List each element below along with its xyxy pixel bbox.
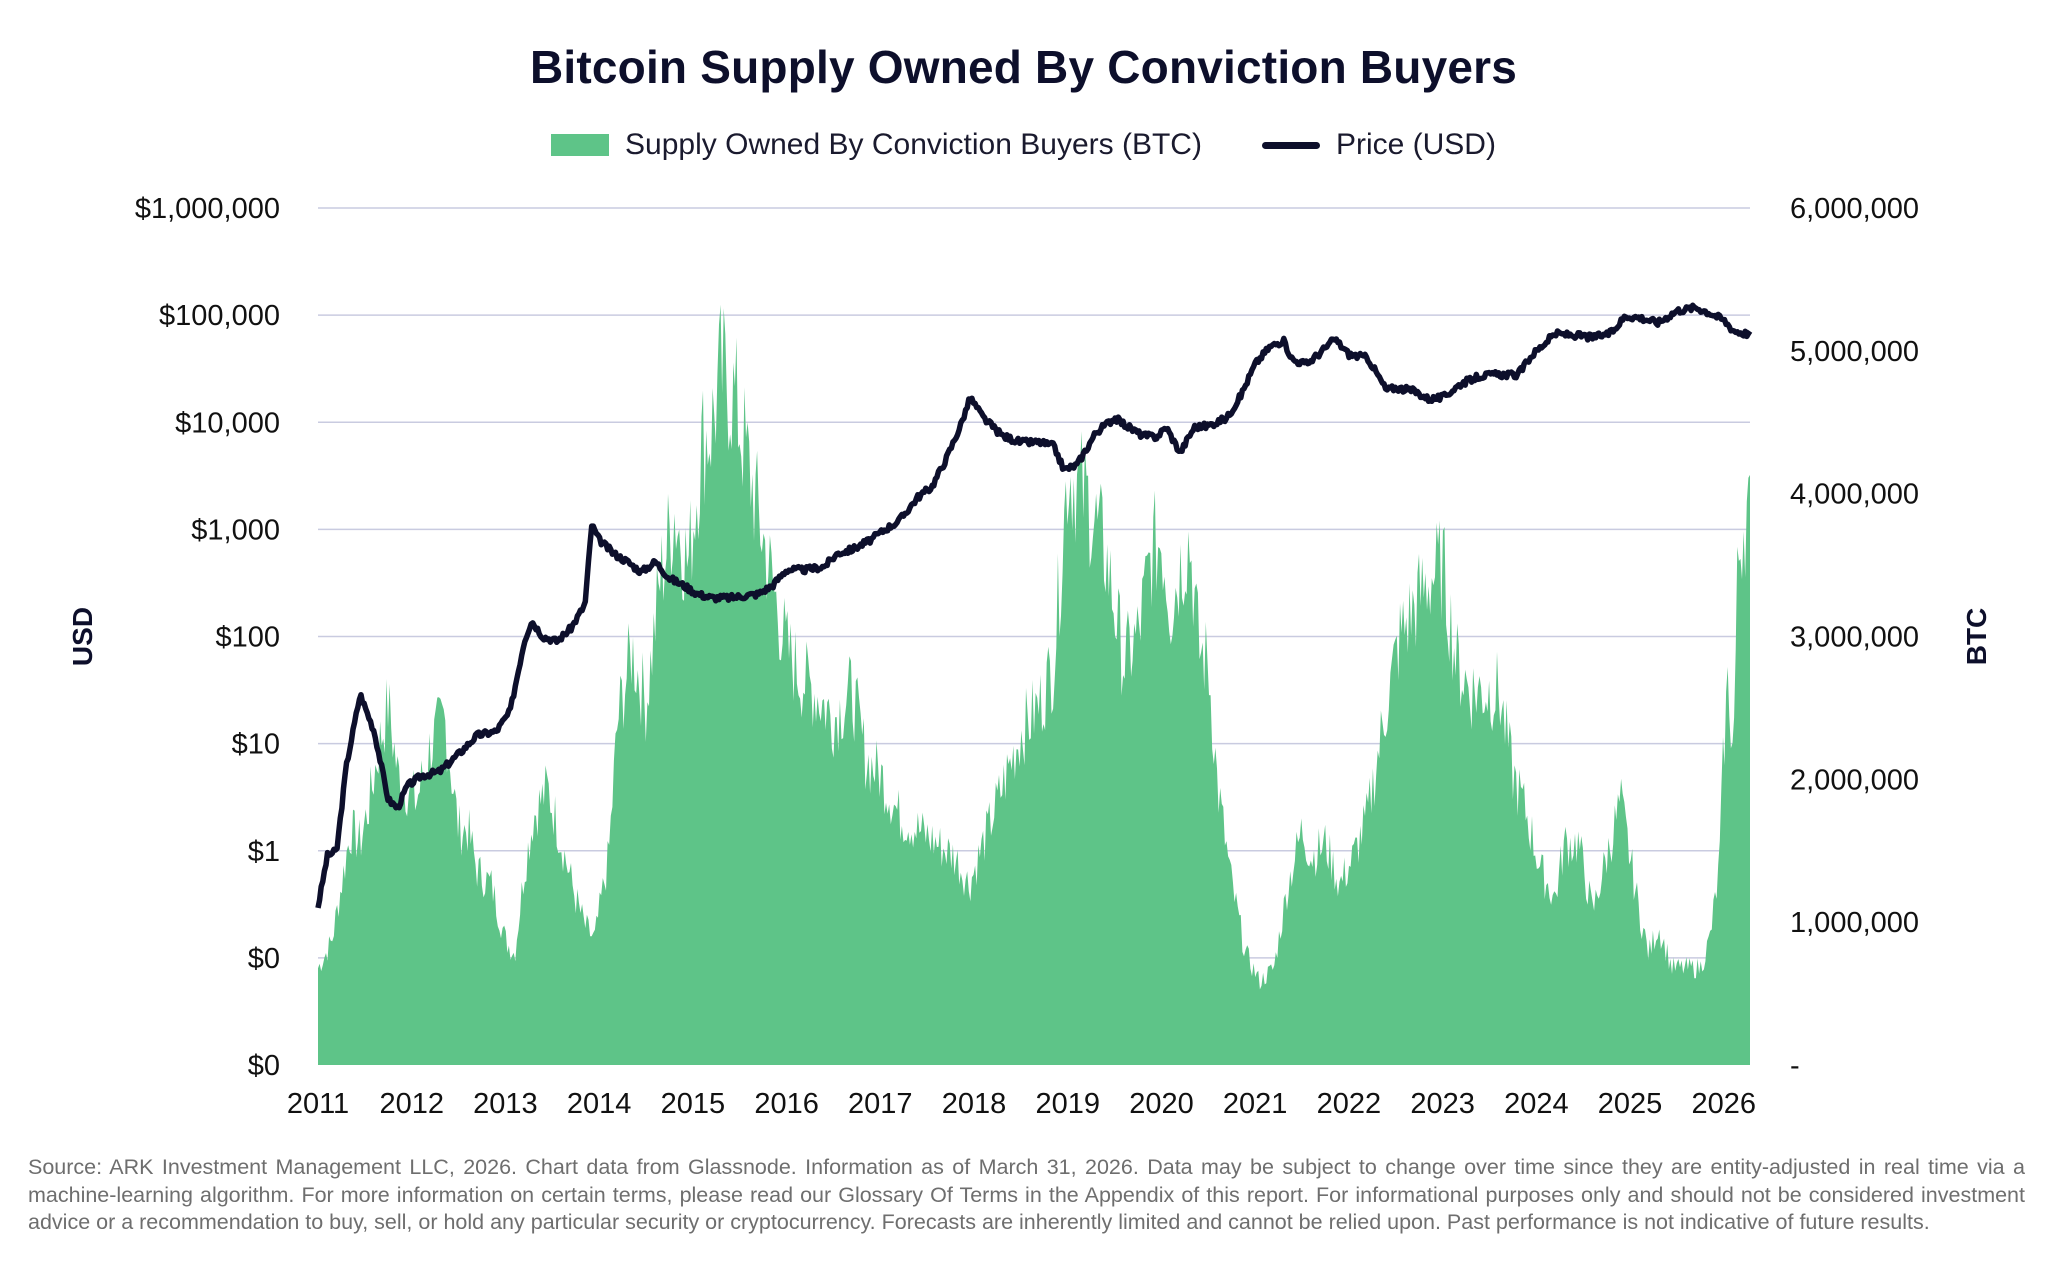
- x-tick-label: 2026: [1692, 1088, 1757, 1120]
- y-right-tick-label: 1,000,000: [1790, 907, 1919, 939]
- supply-area-series: [318, 304, 1750, 1065]
- x-tick-label: 2023: [1410, 1088, 1475, 1120]
- x-tick-label: 2024: [1504, 1088, 1569, 1120]
- legend-label-supply: Supply Owned By Conviction Buyers (BTC): [625, 128, 1202, 161]
- y-right-tick-label: 4,000,000: [1790, 479, 1919, 511]
- source-footnote: Source: ARK Investment Management LLC, 2…: [28, 1155, 2025, 1234]
- y-left-tick-label: $1: [248, 836, 280, 868]
- y-left-tick-label: $1,000,000: [135, 193, 280, 225]
- y-right-tick-label: -: [1790, 1050, 1800, 1082]
- x-tick-label: 2025: [1598, 1088, 1663, 1120]
- x-tick-label: 2013: [473, 1088, 538, 1120]
- x-tick-label: 2016: [754, 1088, 819, 1120]
- y-left-tick-label: $100,000: [159, 300, 280, 332]
- chart-title: Bitcoin Supply Owned By Conviction Buyer…: [529, 41, 1518, 93]
- legend: Supply Owned By Conviction Buyers (BTC) …: [0, 128, 2047, 162]
- y-left-tick-label: $100: [215, 622, 280, 654]
- x-tick-label: 2014: [567, 1088, 632, 1120]
- y-right-axis-label: BTC: [1961, 608, 1992, 666]
- y-left-tick-label: $10: [232, 729, 280, 761]
- y-right-tick-label: 5,000,000: [1790, 336, 1919, 368]
- x-tick-label: 2015: [661, 1088, 726, 1120]
- y-left-tick-label: $0: [248, 943, 280, 975]
- y-right-tick-label: 2,000,000: [1790, 764, 1919, 796]
- y-right-tick-label: 3,000,000: [1790, 622, 1919, 654]
- legend-item-supply: Supply Owned By Conviction Buyers (BTC): [551, 128, 1202, 162]
- legend-label-price: Price (USD): [1335, 128, 1496, 161]
- x-tick-label: 2020: [1129, 1088, 1194, 1120]
- x-tick-label: 2018: [942, 1088, 1007, 1120]
- y-left-tick-label: $10,000: [175, 407, 280, 439]
- legend-swatch-price: [1261, 141, 1320, 149]
- y-left-tick-label: $0: [248, 1050, 280, 1082]
- x-tick-label: 2011: [287, 1088, 349, 1120]
- chart-plot: $1,000,000 $100,000 $10,000 $1,000 $100 $10 $1…: [67, 193, 1992, 1120]
- legend-item-price: Price (USD): [1261, 128, 1496, 162]
- y-right-tick-label: 6,000,000: [1790, 193, 1919, 225]
- x-tick-label: 2012: [379, 1088, 444, 1120]
- x-tick-label: 2022: [1317, 1088, 1382, 1120]
- legend-swatch-supply: [551, 134, 610, 156]
- x-tick-label: 2017: [848, 1088, 913, 1120]
- x-tick-label: 2019: [1035, 1088, 1100, 1120]
- x-tick-label: 2021: [1223, 1088, 1288, 1120]
- y-left-axis-label: USD: [67, 607, 98, 666]
- price-line-series: [315, 302, 1753, 909]
- y-left-tick-label: $1,000: [191, 514, 280, 546]
